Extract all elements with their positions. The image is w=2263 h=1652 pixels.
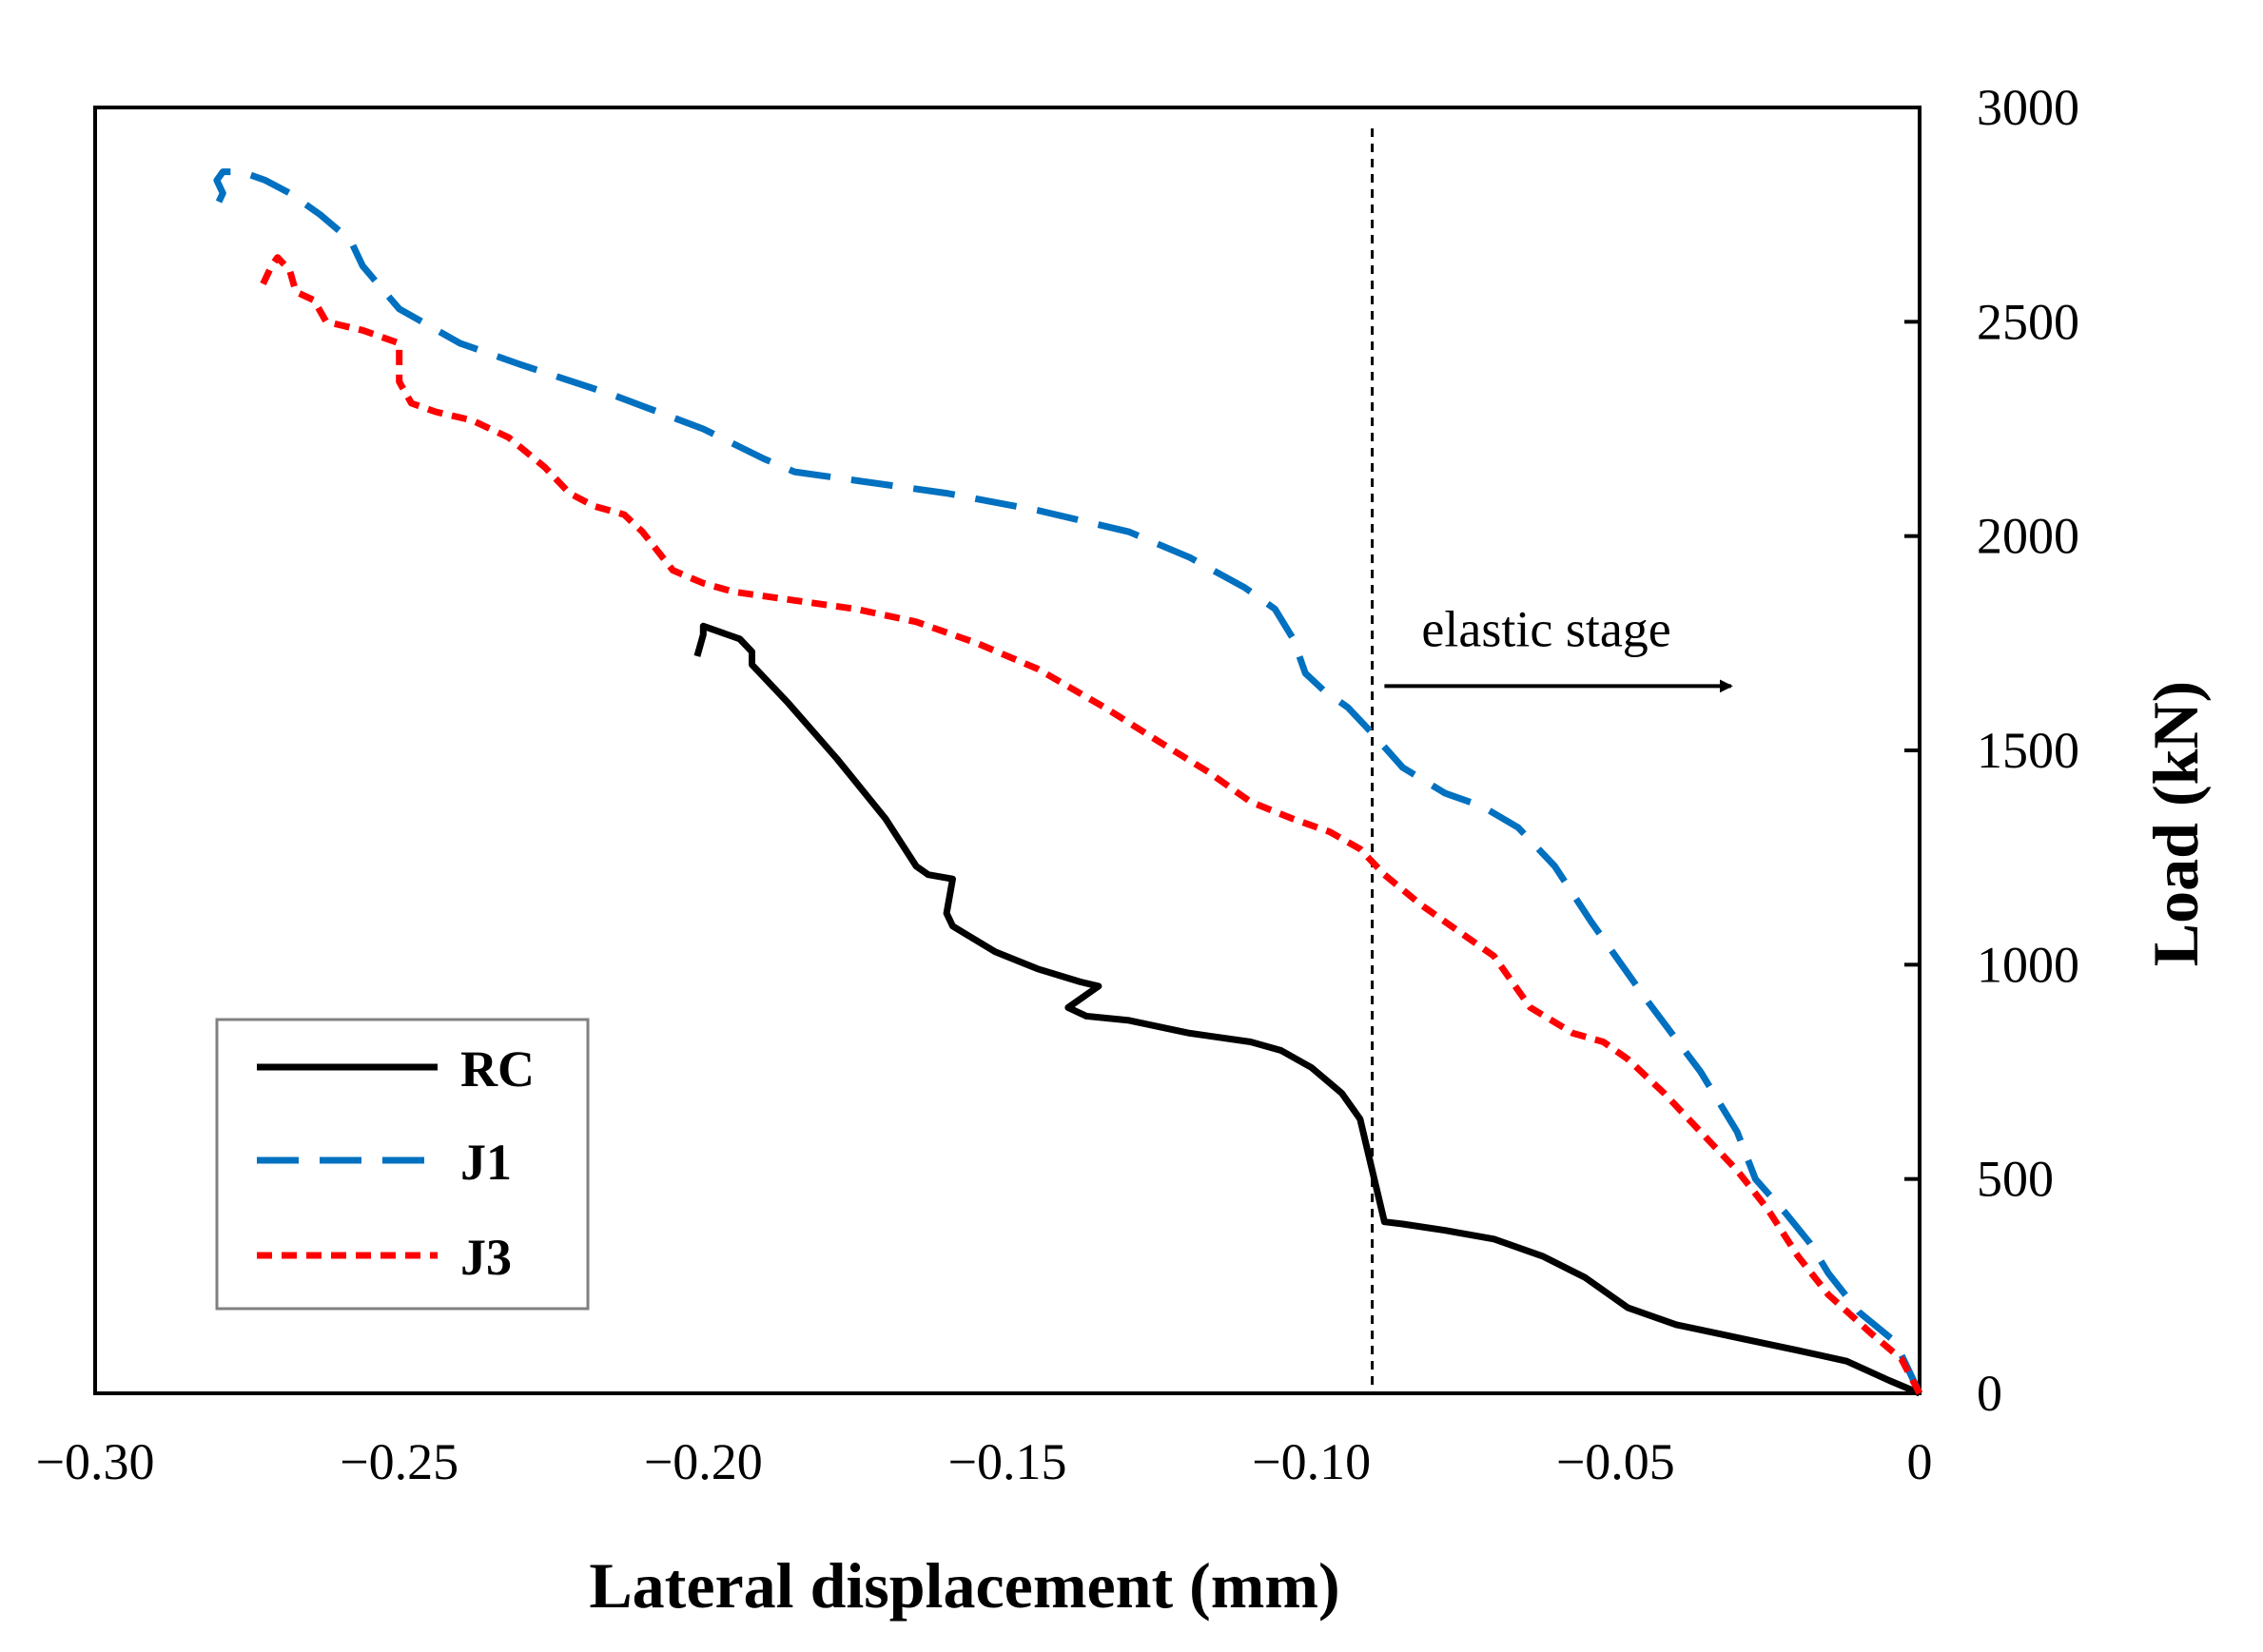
x-tick-label: 0 xyxy=(1907,1433,1933,1490)
x-tick-label: −0.20 xyxy=(644,1433,763,1490)
legend-label-j1: J1 xyxy=(460,1134,512,1191)
legend: RC J1 J3 xyxy=(215,1018,590,1311)
y-tick-label: 3000 xyxy=(1977,79,2079,136)
x-tick-label: −0.15 xyxy=(948,1433,1067,1490)
series-line-j1 xyxy=(213,168,1923,1395)
y-tick-label: 0 xyxy=(1977,1365,2002,1422)
y-tick-label: 2000 xyxy=(1977,508,2079,565)
y-axis-ticks: 0 500 1000 1500 2000 2500 3000 xyxy=(1904,79,2079,1422)
y-axis-title: Load (kN) xyxy=(2139,681,2212,966)
series-lines xyxy=(213,168,1923,1397)
legend-label-rc: RC xyxy=(460,1040,535,1098)
x-tick-label: −0.25 xyxy=(340,1433,458,1490)
x-axis-title: Lateral displacement (mm) xyxy=(589,1549,1339,1622)
x-tick-label: −0.10 xyxy=(1252,1433,1371,1490)
series-line-rc xyxy=(693,622,1922,1397)
series-line-j3 xyxy=(256,254,1923,1395)
annotations: elastic stage xyxy=(1371,128,1733,1393)
x-axis-ticks: −0.30 −0.25 −0.20 −0.15 −0.10 −0.05 0 xyxy=(36,1433,1933,1490)
y-tick-label: 500 xyxy=(1977,1151,2054,1208)
x-tick-label: −0.05 xyxy=(1556,1433,1675,1490)
y-tick-label: 2500 xyxy=(1977,293,2079,350)
x-tick-label: −0.30 xyxy=(36,1433,155,1490)
y-tick-label: 1000 xyxy=(1977,936,2079,993)
legend-label-j3: J3 xyxy=(460,1229,512,1286)
y-tick-label: 1500 xyxy=(1977,722,2079,779)
elastic-stage-label: elastic stage xyxy=(1421,600,1670,657)
